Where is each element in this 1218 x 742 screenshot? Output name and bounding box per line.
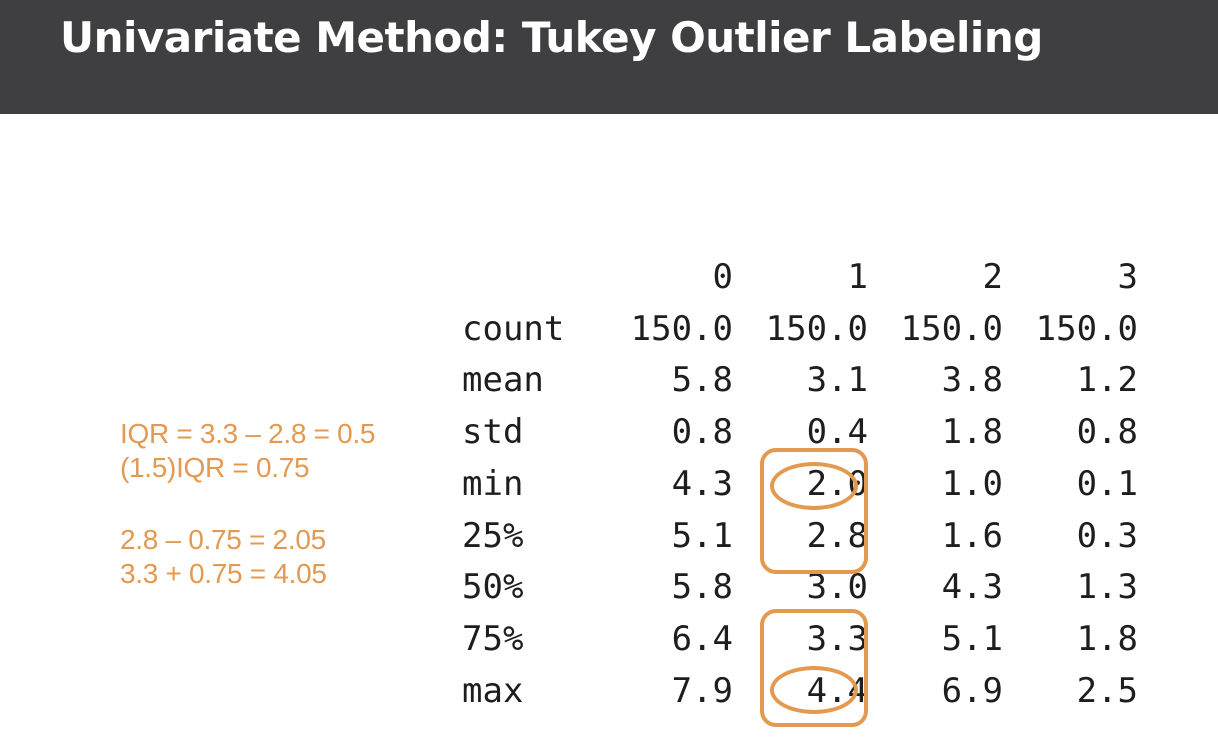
table-cell: 150.0 xyxy=(630,308,733,349)
table-cell: 5.1 xyxy=(671,515,733,556)
table-cell: 0.8 xyxy=(1076,412,1138,453)
column-header: 2 xyxy=(982,257,1003,297)
table-header-row: 0 1 2 3 xyxy=(462,252,1138,304)
table-cell: 0.3 xyxy=(1076,515,1138,556)
table-cell: 2.8 xyxy=(806,515,868,556)
table-cell: 150.0 xyxy=(900,308,1003,349)
table-cell: 1.0 xyxy=(941,463,1003,504)
upper-fence-note: 3.3 + 0.75 = 4.05 xyxy=(120,558,327,589)
table-cell: 5.8 xyxy=(671,360,733,401)
min-25-highlight-box xyxy=(760,448,868,574)
table-cell: 1.8 xyxy=(941,412,1003,453)
row-label: 25% xyxy=(462,515,524,556)
table-cell: 3.8 xyxy=(941,360,1003,401)
slide-title: Univariate Method: Tukey Outlier Labelin… xyxy=(60,13,1043,62)
table-cell: 1.3 xyxy=(1076,567,1138,608)
column-header: 3 xyxy=(1117,257,1138,297)
table-cell: 3.3 xyxy=(806,618,868,659)
table-cell: 6.4 xyxy=(671,618,733,659)
table-cell: 1.2 xyxy=(1076,360,1138,401)
note-spacer xyxy=(120,485,440,523)
max-value-oval xyxy=(770,666,858,714)
lower-fence-note: 2.8 – 0.75 = 2.05 xyxy=(120,524,326,555)
table-cell: 150.0 xyxy=(765,308,868,349)
row-label: mean xyxy=(462,360,544,401)
table-cell: 150.0 xyxy=(1035,308,1138,349)
table-row: std 0.8 0.4 1.8 0.8 xyxy=(462,407,1138,459)
row-label: max xyxy=(462,670,524,711)
column-header: 1 xyxy=(847,257,868,297)
table-cell: 6.9 xyxy=(941,670,1003,711)
table-cell: 0.8 xyxy=(671,412,733,453)
row-label: 75% xyxy=(462,618,524,659)
iqr-notes: IQR = 3.3 – 2.8 = 0.5 (1.5)IQR = 0.75 2.… xyxy=(120,417,440,591)
table-cell: 4.3 xyxy=(941,567,1003,608)
row-label: count xyxy=(462,308,565,349)
table-row: mean 5.8 3.1 3.8 1.2 xyxy=(462,355,1138,407)
table-row: 25% 5.1 2.8 1.6 0.3 xyxy=(462,511,1138,563)
table-cell: 5.1 xyxy=(941,618,1003,659)
table-row: count 150.0 150.0 150.0 150.0 xyxy=(462,304,1138,356)
table-cell: 7.9 xyxy=(671,670,733,711)
iqr-note: IQR = 3.3 – 2.8 = 0.5 xyxy=(120,418,376,449)
title-bar: Univariate Method: Tukey Outlier Labelin… xyxy=(0,0,1218,114)
table-cell: 0.4 xyxy=(806,412,868,453)
table-cell: 1.6 xyxy=(941,515,1003,556)
table-cell: 2.5 xyxy=(1076,670,1138,711)
table-cell: 5.8 xyxy=(671,567,733,608)
table-cell: 3.1 xyxy=(806,360,868,401)
row-label: 50% xyxy=(462,567,524,608)
min-value-oval xyxy=(770,462,858,510)
scaled-iqr-note: (1.5)IQR = 0.75 xyxy=(120,452,310,483)
75-max-highlight-box xyxy=(760,609,868,727)
row-label: std xyxy=(462,412,524,453)
table-row: 75% 6.4 3.3 5.1 1.8 xyxy=(462,614,1138,666)
row-label: min xyxy=(462,463,524,504)
table-cell: 0.1 xyxy=(1076,463,1138,504)
table-corner xyxy=(462,252,598,304)
column-header: 0 xyxy=(712,257,733,297)
table-cell: 1.8 xyxy=(1076,618,1138,659)
table-cell: 4.3 xyxy=(671,463,733,504)
